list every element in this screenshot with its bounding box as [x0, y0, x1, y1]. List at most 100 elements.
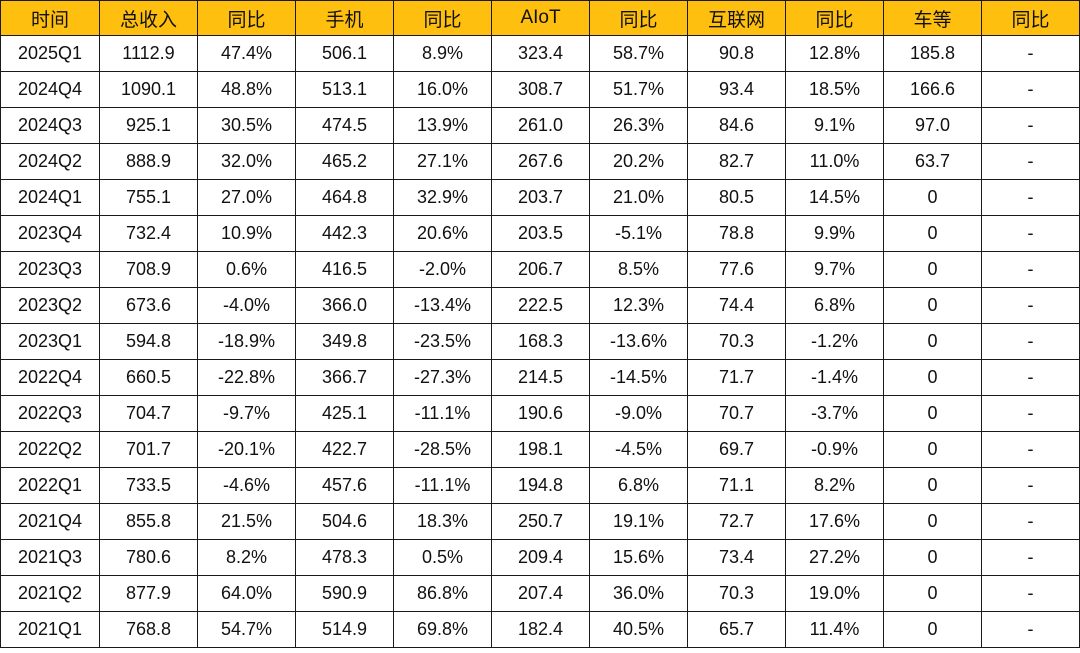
table-cell: -13.6% [589, 323, 688, 360]
table-cell: 2023Q2 [0, 287, 100, 324]
table-row: 2023Q2 673.6 -4.0% 366.0 -13.4% 222.5 12.3% 74.… [0, 287, 1080, 324]
table-cell: 2024Q1 [0, 179, 100, 216]
table-cell: 2022Q2 [0, 431, 100, 468]
table-row: 2021Q4 855.8 21.5% 504.6 18.3% 250.7 19.1% 72.7… [0, 503, 1080, 540]
table-cell: 207.4 [491, 575, 590, 612]
table-cell: - [981, 575, 1080, 612]
table-cell: 70.3 [687, 575, 786, 612]
table-cell: 514.9 [295, 611, 394, 648]
table-cell: 2022Q3 [0, 395, 100, 432]
table-cell: 73.4 [687, 539, 786, 576]
table-row: 2024Q3 925.1 30.5% 474.5 13.9% 261.0 26.3% 84.6… [0, 107, 1080, 144]
table-cell: 2021Q2 [0, 575, 100, 612]
table-row: 2021Q2 877.9 64.0% 590.9 86.8% 207.4 36.0% 70.3… [0, 575, 1080, 612]
table-cell: 504.6 [295, 503, 394, 540]
table-row: 2022Q4 660.5 -22.8% 366.7 -27.3% 214.5 -14.5% 7… [0, 359, 1080, 396]
table-row: 2022Q1 733.5 -4.6% 457.6 -11.1% 194.8 6.8% 71.1… [0, 467, 1080, 504]
column-header-10: 同比 [981, 0, 1080, 36]
column-header-9: 车等 [883, 0, 982, 36]
table-cell: 30.5% [197, 107, 296, 144]
table-cell: -14.5% [589, 359, 688, 396]
table-cell: 465.2 [295, 143, 394, 180]
table-cell: 366.7 [295, 359, 394, 396]
table-cell: 12.8% [785, 35, 884, 72]
table-cell: 422.7 [295, 431, 394, 468]
table-cell: 206.7 [491, 251, 590, 288]
table-cell: 0 [883, 431, 982, 468]
table-row: 2023Q3 708.9 0.6% 416.5 -2.0% 206.7 8.5% 77.6 9.… [0, 251, 1080, 288]
table-cell: - [981, 143, 1080, 180]
table-cell: -9.0% [589, 395, 688, 432]
table-cell: 2021Q3 [0, 539, 100, 576]
table-cell: 0 [883, 395, 982, 432]
table-cell: 8.2% [197, 539, 296, 576]
table-cell: 9.1% [785, 107, 884, 144]
table-cell: 590.9 [295, 575, 394, 612]
table-cell: 77.6 [687, 251, 786, 288]
table-cell: 65.7 [687, 611, 786, 648]
table-cell: 2024Q4 [0, 71, 100, 108]
table-cell: 594.8 [99, 323, 198, 360]
table-cell: 768.8 [99, 611, 198, 648]
table-cell: 733.5 [99, 467, 198, 504]
table-cell: -22.8% [197, 359, 296, 396]
table-cell: 349.8 [295, 323, 394, 360]
column-header-4: 同比 [393, 0, 492, 36]
table-cell: 80.5 [687, 179, 786, 216]
header-row: 时间 总收入 同比 手机 同比 AIoT 同比 互联网 同比 车等 同比 [0, 0, 1080, 36]
table-cell: 71.1 [687, 467, 786, 504]
table-cell: - [981, 107, 1080, 144]
table-cell: - [981, 35, 1080, 72]
table-cell: 366.0 [295, 287, 394, 324]
table-cell: 2024Q3 [0, 107, 100, 144]
table-body: 2025Q1 1112.9 47.4% 506.1 8.9% 323.4 58.7% 90.8… [0, 35, 1080, 648]
column-header-5: AIoT [491, 0, 590, 36]
table-cell: 855.8 [99, 503, 198, 540]
table-row: 2022Q2 701.7 -20.1% 422.7 -28.5% 198.1 -4.5% 69… [0, 431, 1080, 468]
table-cell: -4.0% [197, 287, 296, 324]
table-cell: 474.5 [295, 107, 394, 144]
table-row: 2024Q4 1090.1 48.8% 513.1 16.0% 308.7 51.7% 93.… [0, 71, 1080, 108]
table-cell: - [981, 467, 1080, 504]
table-cell: 9.9% [785, 215, 884, 252]
table-cell: -13.4% [393, 287, 492, 324]
table-cell: 8.5% [589, 251, 688, 288]
table-cell: 18.5% [785, 71, 884, 108]
table-cell: - [981, 323, 1080, 360]
column-header-3: 手机 [295, 0, 394, 36]
table-cell: 166.6 [883, 71, 982, 108]
table-cell: 21.5% [197, 503, 296, 540]
table-cell: 63.7 [883, 143, 982, 180]
column-header-6: 同比 [589, 0, 688, 36]
table-cell: 14.5% [785, 179, 884, 216]
table-cell: -11.1% [393, 467, 492, 504]
table-cell: 673.6 [99, 287, 198, 324]
table-cell: 513.1 [295, 71, 394, 108]
table-cell: 27.1% [393, 143, 492, 180]
table-cell: 32.0% [197, 143, 296, 180]
table-cell: 0 [883, 611, 982, 648]
table-row: 2022Q3 704.7 -9.7% 425.1 -11.1% 190.6 -9.0% 70.… [0, 395, 1080, 432]
table-cell: 82.7 [687, 143, 786, 180]
table-cell: -9.7% [197, 395, 296, 432]
table-cell: 457.6 [295, 467, 394, 504]
table-cell: 0 [883, 575, 982, 612]
table-cell: - [981, 71, 1080, 108]
table-cell: 877.9 [99, 575, 198, 612]
table-cell: -1.4% [785, 359, 884, 396]
table-cell: 214.5 [491, 359, 590, 396]
table-cell: - [981, 431, 1080, 468]
table-cell: -11.1% [393, 395, 492, 432]
table-cell: 0 [883, 179, 982, 216]
table-cell: 26.3% [589, 107, 688, 144]
table-cell: - [981, 251, 1080, 288]
table-cell: 32.9% [393, 179, 492, 216]
table-cell: 27.2% [785, 539, 884, 576]
table-row: 2024Q2 888.9 32.0% 465.2 27.1% 267.6 20.2% 82.7… [0, 143, 1080, 180]
column-header-0: 时间 [0, 0, 100, 36]
table-cell: 203.7 [491, 179, 590, 216]
column-header-8: 同比 [785, 0, 884, 36]
table-cell: 69.8% [393, 611, 492, 648]
